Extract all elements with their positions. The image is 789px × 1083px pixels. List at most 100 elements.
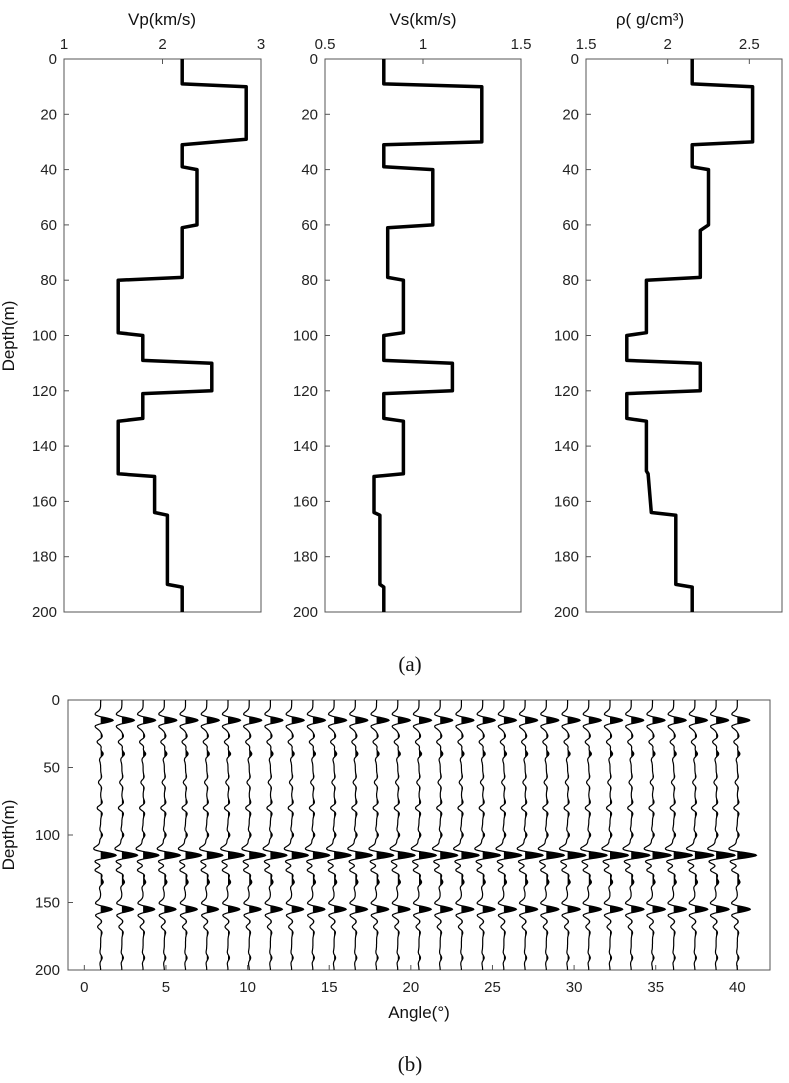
wiggle-fill	[397, 700, 415, 970]
wiggle-trace	[156, 700, 182, 970]
wiggle-fill	[291, 700, 309, 970]
wiggle-fill	[461, 700, 479, 970]
wiggle-fill	[376, 700, 394, 970]
wiggle-fill	[503, 700, 522, 970]
vs-profile-line	[372, 59, 484, 612]
wiggle-fill	[737, 700, 757, 970]
y-tick-label: 100	[293, 328, 318, 345]
wiggle-fill	[334, 700, 351, 970]
rho-axis-title: ρ( g/cm³)	[616, 10, 684, 29]
wiggle-fill	[270, 700, 287, 970]
vs-y-ticks: 0 20 40 60 80 100 120 140 160 180 200	[293, 51, 330, 621]
vp-y-ticks: 0 20 40 60 80 100 120 140 160 180 200	[32, 51, 69, 621]
x-tick-label: 1.5	[511, 36, 532, 53]
wiggle-trace	[664, 700, 694, 971]
depth-tick-label: 100	[35, 827, 60, 844]
depth-tick-label: 200	[35, 962, 60, 979]
gather-depth-axis-label: Depth(m)	[0, 800, 18, 871]
angle-tick-label: 0	[80, 979, 88, 996]
angle-tick-label: 10	[239, 979, 256, 996]
angle-tick-label: 5	[162, 979, 170, 996]
y-tick-label: 60	[40, 217, 57, 234]
wiggle-fill	[355, 700, 373, 970]
y-tick-label: 200	[293, 604, 318, 621]
wiggle-fill	[610, 700, 629, 970]
y-tick-label: 80	[301, 272, 318, 289]
wiggle-trace	[558, 700, 587, 970]
wiggle-fill	[652, 700, 671, 970]
wiggle-fill	[588, 700, 607, 970]
depth-tick-label: 0	[52, 692, 60, 709]
y-tick-label: 100	[32, 328, 57, 345]
rho-x-ticks: 1.5 2 2.5	[576, 36, 760, 64]
wiggle-fill	[631, 700, 650, 970]
wiggle-trace	[622, 700, 651, 970]
wiggle-trace	[389, 700, 416, 970]
wiggle-trace	[114, 700, 139, 970]
wiggle-trace	[135, 700, 160, 971]
wiggle-fill	[482, 700, 501, 970]
y-tick-label: 180	[554, 549, 579, 566]
angle-axis-label: Angle(°)	[388, 1003, 450, 1022]
wiggle-trace	[707, 700, 737, 970]
depth-tick-label: 50	[43, 760, 60, 777]
vp-x-ticks: 1 2 3	[60, 36, 265, 64]
wiggle-trace	[368, 700, 395, 970]
wiggle-trace	[580, 700, 608, 971]
y-tick-label: 180	[32, 549, 57, 566]
y-tick-label: 120	[293, 383, 318, 400]
wiggle-trace	[177, 700, 203, 970]
angle-x-ticks: 0 5 10 15 20 25 30 35 40	[80, 965, 746, 996]
depth-axis-label: Depth(m)	[0, 301, 18, 372]
y-tick-label: 0	[571, 51, 579, 68]
y-tick-label: 80	[40, 272, 57, 289]
y-tick-label: 100	[554, 328, 579, 345]
wiggle-fill	[525, 700, 543, 970]
x-tick-label: 2	[663, 36, 671, 53]
wiggle-trace	[241, 700, 267, 970]
wiggle-fill	[567, 700, 586, 970]
y-tick-label: 200	[32, 604, 57, 621]
y-tick-label: 40	[40, 162, 57, 179]
x-tick-label: 1.5	[576, 36, 597, 53]
wiggle-fill	[546, 700, 565, 970]
y-tick-label: 0	[49, 51, 57, 68]
wiggle-trace	[728, 700, 758, 970]
y-tick-label: 120	[32, 383, 57, 400]
rho-profile-line	[625, 59, 755, 612]
vp-panel: Vp(km/s) 1 2 3 0 20 40 60 80 100 120 140 160 180 200	[32, 10, 265, 621]
y-tick-label: 160	[32, 493, 57, 510]
wiggle-trace	[347, 700, 374, 970]
y-tick-label: 140	[554, 438, 579, 455]
y-tick-label: 60	[301, 217, 318, 234]
angle-tick-label: 15	[321, 979, 338, 996]
wiggle-trace	[198, 700, 224, 970]
y-tick-label: 0	[310, 51, 318, 68]
rho-y-ticks: 0 20 40 60 80 100 120 140 160 180 200	[554, 51, 591, 621]
y-tick-label: 120	[554, 383, 579, 400]
y-tick-label: 20	[562, 106, 579, 123]
y-tick-label: 40	[562, 162, 579, 179]
x-tick-label: 1	[419, 36, 427, 53]
vs-axis-title: Vs(km/s)	[389, 10, 456, 29]
vp-axis-title: Vp(km/s)	[128, 10, 196, 29]
y-tick-label: 160	[554, 493, 579, 510]
wiggle-fill	[673, 700, 693, 970]
angle-tick-label: 30	[566, 979, 583, 996]
wiggle-trace	[262, 700, 288, 970]
wiggle-trace	[643, 700, 673, 970]
wiggle-trace	[304, 700, 331, 971]
wiggle-trace	[410, 700, 438, 970]
y-tick-label: 140	[32, 438, 57, 455]
y-tick-label: 80	[562, 272, 579, 289]
angle-gather: Depth(m) Angle(°) 0 5 10 15 20 25 30 35 40 0 50 10…	[0, 692, 771, 1076]
wiggle-fill	[249, 700, 266, 970]
wiggle-fill	[440, 700, 458, 970]
wiggle-fill	[312, 700, 330, 970]
wiggle-traces	[93, 700, 758, 971]
wiggle-trace	[601, 700, 630, 970]
vp-profile-line	[116, 59, 248, 612]
vs-panel: Vs(km/s) 0.5 1 1.5 0 20 40 60 80 100 120 140 160 18…	[293, 10, 531, 621]
